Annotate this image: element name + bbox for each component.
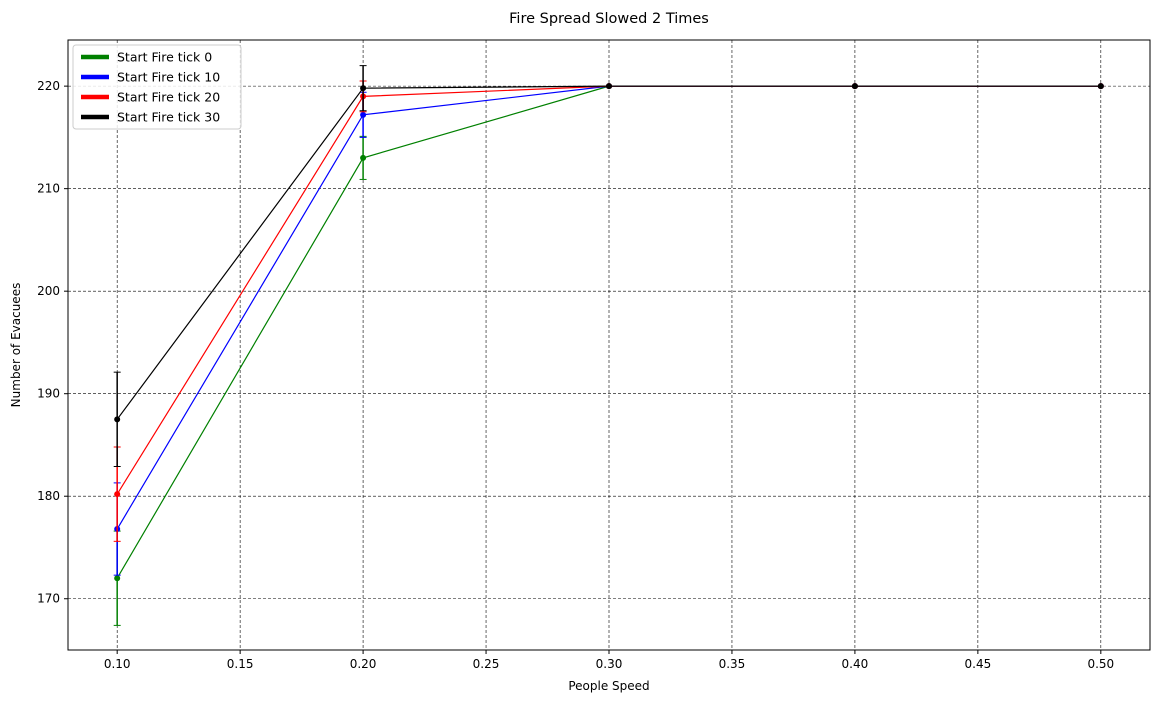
axis-ticks: 0.10 0.15 0.20 0.25 0.30 0.35 0.40 0.45 0.50 170 1… xyxy=(37,79,1114,671)
x-tick-label: 0.15 xyxy=(227,657,254,671)
y-axis-label: Number of Evacuees xyxy=(9,283,23,408)
legend-box xyxy=(72,44,242,130)
legend-label: Start Fire tick 30 xyxy=(117,110,220,125)
data-point xyxy=(1097,83,1104,90)
series-start-fire-tick-0 xyxy=(113,83,1104,626)
y-tick-label: 170 xyxy=(37,592,60,606)
data-point xyxy=(851,83,858,90)
data-point xyxy=(360,85,367,92)
data-point xyxy=(606,83,612,90)
series-start-fire-tick-30 xyxy=(113,65,1104,467)
data-point xyxy=(360,154,367,161)
x-tick-label: 0.45 xyxy=(965,657,992,671)
x-tick-label: 0.10 xyxy=(104,657,131,671)
data-point xyxy=(360,111,367,118)
x-tick-label: 0.30 xyxy=(596,657,623,671)
x-tick-label: 0.20 xyxy=(350,657,377,671)
x-tick-label: 0.25 xyxy=(473,657,500,671)
y-tick-label: 210 xyxy=(37,182,60,196)
legend-label: Start Fire tick 0 xyxy=(117,50,212,65)
data-point xyxy=(114,575,121,582)
data-point xyxy=(114,491,121,498)
x-tick-label: 0.35 xyxy=(719,657,746,671)
grid xyxy=(68,40,1150,650)
x-tick-label: 0.40 xyxy=(842,657,869,671)
data-point xyxy=(114,416,121,423)
y-tick-label: 200 xyxy=(37,284,60,298)
series-group xyxy=(113,65,1104,626)
x-axis-label: People Speed xyxy=(568,679,649,693)
legend: Start Fire tick 0 Start Fire tick 10 Start… xyxy=(72,44,242,130)
legend-label: Start Fire tick 20 xyxy=(117,90,220,105)
y-tick-label: 180 xyxy=(37,489,60,503)
chart-title: Fire Spread Slowed 2 Times xyxy=(509,11,709,27)
y-tick-label: 220 xyxy=(37,79,60,93)
legend-label: Start Fire tick 10 xyxy=(117,70,220,85)
x-tick-label: 0.50 xyxy=(1087,657,1114,671)
y-tick-label: 190 xyxy=(37,387,60,401)
